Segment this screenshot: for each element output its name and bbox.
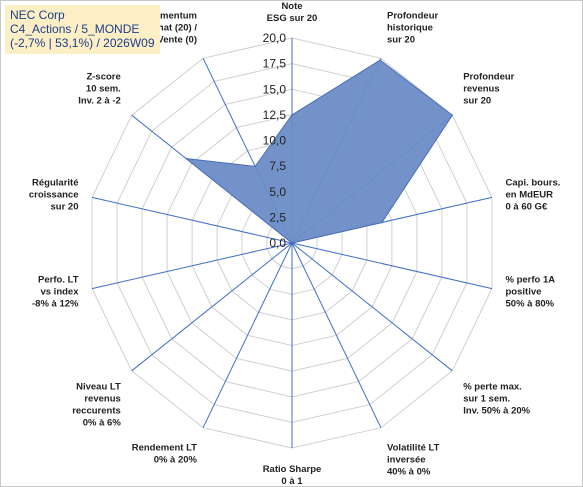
tick-label: 10,0 — [263, 134, 287, 148]
axis-label: Régularité croissance sur 20 — [29, 177, 79, 212]
axis-label-line: 40% à 0% — [387, 466, 431, 477]
axis-label: % perfo 1A positive 50% à 80% — [506, 275, 556, 310]
tick-label: 5,0 — [269, 185, 286, 199]
axis-label-line: Régularité — [32, 177, 78, 188]
axis-label-line: Perfo. LT — [38, 275, 79, 286]
axis-label-line: 0 à 1 — [281, 476, 303, 486]
axis-label: Momentum Achat (20) / Vente (0) — [146, 11, 198, 46]
data-point — [291, 114, 293, 116]
series-layer — [184, 59, 454, 244]
axis-label: Z-score 10 sem. Inv. 2 à -2 — [78, 72, 121, 107]
axis-label-line: positive — [506, 287, 542, 298]
axis-label-line: Ratio Sharpe — [263, 464, 322, 475]
axis-label-line: revenus — [463, 84, 499, 95]
axis-label-line: 0% à 6% — [83, 418, 122, 429]
axis-label-line: Momentum — [146, 11, 197, 22]
axis-label-line: vs index — [40, 287, 79, 298]
axis-label: % perte max. sur 1 sem. Inv. 50% à 20% — [463, 382, 530, 417]
axis-label-line: ESG sur 20 — [267, 13, 318, 24]
axis-label-line: Inv. 2 à -2 — [78, 96, 121, 107]
tick-label: 7,5 — [269, 159, 286, 173]
axis-label-line: Z-score — [86, 72, 120, 83]
axis-label-line: Capi. bours. — [506, 177, 561, 188]
axis-label: Ratio Sharpe 0 à 1 — [263, 464, 322, 486]
axis-label-line: Rendement LT — [132, 442, 197, 453]
axis-label-line: Volatilité LT — [387, 442, 440, 453]
axis-label-line: sur 20 — [51, 201, 79, 212]
tick-layer: 0,0 2,5 5,0 7,5 10,0 12,5 15,0 17,5 20,0 — [263, 31, 287, 250]
tick-label: 20,0 — [263, 31, 287, 45]
axis-label-line: Inv. 50% à 20% — [463, 406, 530, 417]
tick-label: 17,5 — [263, 57, 287, 71]
data-point — [291, 242, 293, 244]
axis-label-line: inversée — [387, 454, 426, 465]
axis-label-line: 50% à 80% — [506, 299, 555, 310]
axis-spoke — [291, 242, 493, 290]
axis-label: Volatilité LT inversée 40% à 0% — [387, 442, 440, 477]
axis-label-line: en MdEUR — [506, 189, 554, 200]
axis-label: Profondeur revenus sur 20 — [463, 72, 514, 107]
label-layer: Note ESG sur 20 Profondeur historique sur 20… — [29, 1, 561, 486]
axis-spoke — [291, 242, 453, 372]
axis-label-line: historique — [387, 23, 433, 34]
axis-label-line: % perte max. — [463, 382, 522, 393]
axis-label-line: Note — [281, 1, 302, 12]
axis-label-line: sur 20 — [463, 96, 491, 107]
chart-title-company: NEC Corp — [10, 8, 65, 22]
axis-label: Perfo. LT vs index -8% à 12% — [32, 275, 79, 310]
axis-label-line: Niveau LT — [76, 382, 121, 393]
axis-label-line: croissance — [29, 189, 79, 200]
tick-label: 0,0 — [269, 236, 286, 250]
axis-spoke — [291, 242, 382, 428]
chart-title-stats: (-2,7% | 53,1%) / 2026W09 — [10, 36, 155, 50]
series-area — [184, 59, 453, 244]
data-point — [381, 221, 383, 224]
axis-label: Niveau LT revenus reccurents 0% à 6% — [72, 382, 121, 429]
axis-label-line: Profondeur — [463, 72, 514, 83]
axis-label: Capi. bours. en MdEUR 0 à 60 G€ — [506, 177, 561, 212]
tick-label: 12,5 — [263, 108, 287, 122]
axis-spoke — [91, 242, 293, 290]
axis-label-line: 10 sem. — [86, 84, 121, 95]
axis-spoke — [91, 196, 293, 244]
axis-label: Note ESG sur 20 — [267, 1, 318, 24]
axis-label-line: revenus — [84, 394, 120, 405]
data-point — [185, 157, 187, 160]
axis-label-line: 0 à 60 G€ — [506, 201, 548, 212]
tick-label: 2,5 — [269, 210, 286, 224]
axis-label: Rendement LT 0% à 20% — [132, 442, 198, 465]
axis-spoke — [131, 242, 293, 372]
axis-label-line: 0% à 20% — [154, 454, 198, 465]
axis-label-line: % perfo 1A — [506, 275, 556, 286]
data-point — [254, 165, 256, 168]
axis-label-line: sur 1 sem. — [463, 394, 510, 405]
axis-label-line: reccurents — [72, 406, 121, 417]
axis-label: Profondeur historique sur 20 — [387, 11, 438, 46]
axis-label-line: sur 20 — [387, 35, 415, 46]
axis-label-line: Vente (0) — [157, 35, 197, 46]
axis-label-line: Profondeur — [387, 11, 438, 22]
axis-label-line: -8% à 12% — [32, 299, 79, 310]
data-point — [451, 114, 454, 116]
data-point — [379, 59, 381, 61]
tick-label: 15,0 — [263, 82, 287, 96]
axis-spoke — [202, 242, 293, 428]
chart-title-box: NEC Corp C4_Actions / 5_MONDE (-2,7% | 5… — [5, 5, 160, 54]
chart-title-category: C4_Actions / 5_MONDE — [10, 22, 140, 36]
axis-label-line: Achat (20) / — [146, 23, 198, 34]
